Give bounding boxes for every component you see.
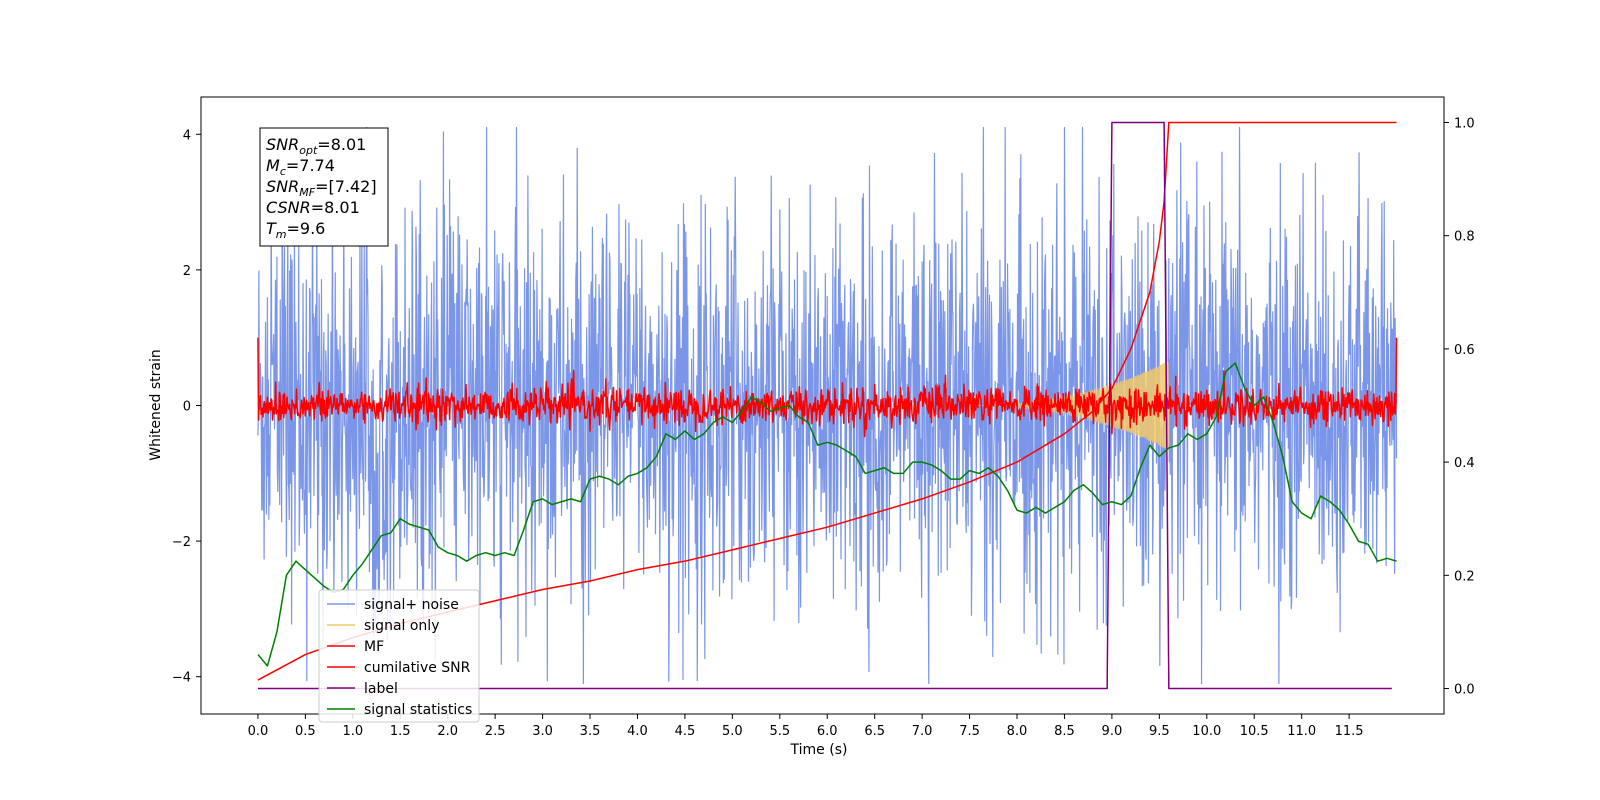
- stats-line: Mc=7.74: [266, 156, 335, 178]
- y-right-tick-label: 0.6: [1454, 343, 1475, 358]
- y-right-tick-label: 1.0: [1454, 116, 1475, 131]
- stats-line-text: CSNR=8.01: [266, 198, 360, 217]
- legend-label: signal+ noise: [364, 597, 459, 613]
- x-tick-label: 9.5: [1149, 724, 1170, 739]
- x-tick-label: 1.5: [390, 724, 411, 739]
- x-axis-label: Time (s): [790, 742, 848, 758]
- series-line-signal-noise: [257, 126, 1398, 685]
- y-left-tick-label: −2: [172, 535, 191, 550]
- y-left-tick-label: 4: [183, 128, 191, 143]
- x-tick-label: 2.5: [485, 724, 506, 739]
- y-right-tick-label: 0.0: [1454, 683, 1475, 698]
- stats-line-text: Tm=9.6: [266, 219, 325, 241]
- x-tick-label: 4.0: [627, 724, 648, 739]
- x-tick-label: 7.5: [959, 724, 980, 739]
- stats-line: CSNR=8.01: [266, 198, 360, 217]
- legend-label: MF: [364, 639, 384, 655]
- y-left-tick-label: 2: [183, 264, 191, 279]
- y-left-tick-label: −4: [172, 671, 191, 686]
- legend-entry: signal statistics: [327, 702, 472, 718]
- x-tick-label: 6.5: [864, 724, 885, 739]
- x-tick-label: 3.0: [532, 724, 553, 739]
- series-line-label: [257, 121, 1392, 690]
- x-axis: 0.0 0.5 1.0 1.5 2.0 2.5 3.0 3.5 4.0 4.5 5.0 5.5 6.0 6…: [248, 714, 1364, 739]
- series-line-signal-statistics: [257, 362, 1397, 667]
- legend-entry: signal+ noise: [327, 597, 459, 613]
- x-tick-label: 10.5: [1240, 724, 1269, 739]
- x-tick-label: 4.5: [675, 724, 696, 739]
- stats-line-text: Mc=7.74: [266, 156, 335, 178]
- y-axis-right: 0.0 0.2 0.4 0.6 0.8 1.0: [1444, 116, 1475, 698]
- x-tick-label: 10.0: [1192, 724, 1221, 739]
- legend-entry: cumilative SNR: [327, 660, 471, 676]
- legend-entry: label: [327, 681, 398, 697]
- x-tick-label: 2.0: [437, 724, 458, 739]
- x-tick-label: 5.5: [769, 724, 790, 739]
- x-tick-label: 8.0: [1007, 724, 1028, 739]
- legend-label: signal only: [364, 618, 439, 634]
- stats-line-text: SNRMF=[7.42]: [266, 177, 377, 199]
- y-axis-left: −4 −2 0 2 4: [172, 128, 201, 686]
- legend-entry: signal only: [327, 618, 439, 634]
- stats-line: Tm=9.6: [266, 219, 325, 241]
- series-line-mf: [257, 337, 1398, 438]
- y-right-tick-label: 0.2: [1454, 569, 1475, 584]
- legend-label: signal statistics: [364, 702, 472, 718]
- stats-box-frame: [259, 127, 389, 247]
- stats-line: SNRMF=[7.42]: [266, 177, 377, 199]
- x-tick-label: 11.0: [1287, 724, 1316, 739]
- x-tick-label: 11.5: [1335, 724, 1364, 739]
- y-right-tick-label: 0.4: [1454, 456, 1475, 471]
- x-tick-label: 1.0: [342, 724, 363, 739]
- stats-line: SNRopt=8.01: [266, 135, 366, 157]
- stats-line-text: SNRopt=8.01: [266, 135, 366, 157]
- legend-label: cumilative SNR: [364, 660, 471, 676]
- x-tick-label: 7.0: [912, 724, 933, 739]
- y-left-tick-label: 0: [183, 400, 191, 415]
- x-tick-label: 3.5: [580, 724, 601, 739]
- y-right-tick-label: 0.8: [1454, 230, 1475, 245]
- legend-label: label: [364, 681, 398, 697]
- x-tick-label: 0.5: [295, 724, 316, 739]
- legend-entry: MF: [327, 639, 384, 655]
- x-tick-label: 9.0: [1102, 724, 1123, 739]
- x-tick-label: 0.0: [248, 724, 269, 739]
- x-tick-label: 5.0: [722, 724, 743, 739]
- y-axis-label-left: Whitened strain: [148, 349, 164, 460]
- legend-frame: [318, 589, 480, 723]
- x-tick-label: 6.0: [817, 724, 838, 739]
- x-tick-label: 8.5: [1054, 724, 1075, 739]
- legend: signal+ noise signal only MF cumilative SNR…: [318, 589, 480, 723]
